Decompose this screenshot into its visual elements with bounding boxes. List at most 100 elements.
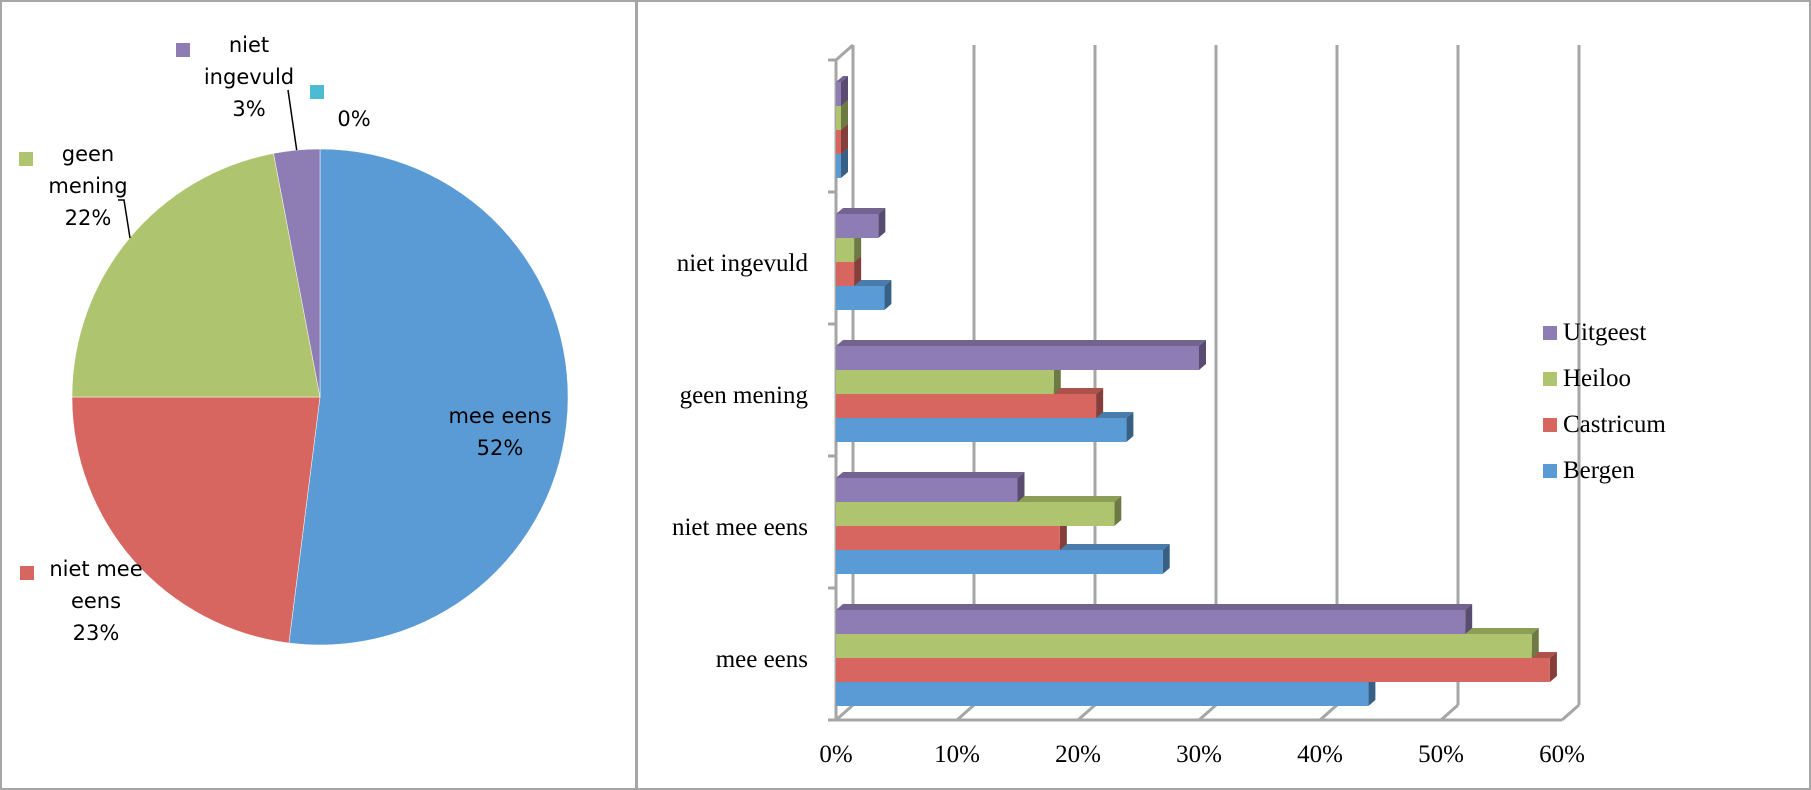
pie-label-line: mening [48, 174, 127, 198]
pie-leader-line [118, 199, 131, 239]
pie-label-line: 0% [337, 107, 370, 131]
bar-side-face [1059, 520, 1067, 550]
y-axis-top-edge [835, 43, 854, 62]
bar-side-face [1017, 472, 1025, 502]
legend-label: Heiloo [1563, 365, 1631, 392]
legend-key [1543, 326, 1557, 340]
bar-front-face [836, 658, 1550, 682]
x-tick-label: 60% [1539, 741, 1585, 768]
bar-front-face [836, 394, 1097, 418]
bar-side-face [1126, 412, 1134, 442]
bar-side-face [1368, 676, 1376, 706]
x-tick-label: 20% [1055, 741, 1101, 768]
y-category-label: geen mening [680, 382, 809, 409]
pie-label-line: geen [62, 142, 114, 166]
legend-key [1543, 464, 1557, 478]
pie-chart-panel: mee eens 52% niet mee eens 23% geen mening 22% n… [0, 0, 637, 790]
pie-leader-line [287, 89, 298, 151]
bar-front-face [836, 286, 885, 310]
bar-niet-mee-eens-bergen [836, 544, 1170, 574]
bar-side-face [841, 76, 848, 106]
bar-front-face [836, 418, 1127, 442]
bar-side-face [841, 148, 848, 178]
floor-tick [835, 703, 854, 722]
bar-side-face [841, 124, 848, 154]
legend-label: Castricum [1563, 411, 1666, 438]
bar-front-face [836, 346, 1199, 370]
bar-side-face [1531, 628, 1539, 658]
bar-top-face [836, 604, 1473, 610]
bar-side-face [1162, 544, 1170, 574]
floor-tick [956, 703, 975, 722]
bar-top-face [836, 472, 1025, 478]
legend-item-castricum: Castricum [1543, 411, 1666, 438]
pie-slice-geen-mening [71, 153, 321, 398]
bar-front-face [836, 370, 1054, 394]
bar-front-face [836, 502, 1115, 526]
pie-chart: mee eens 52% niet mee eens 23% geen mening 22% n… [19, 33, 569, 646]
pie-label-niet-ingevuld: niet ingevuld 3% [176, 33, 294, 121]
x-tick-label: 10% [934, 741, 980, 768]
y-category-label: niet ingevuld [677, 250, 809, 277]
pie-label-mee-eens: mee eens 52% [448, 404, 551, 460]
bar-side-face [854, 232, 862, 262]
legend-item-bergen: Bergen [1543, 457, 1635, 484]
bar-side-face [878, 208, 886, 238]
floor-tick [1319, 703, 1338, 722]
bar-front-face [836, 262, 855, 286]
floor-tick [1440, 703, 1459, 722]
bar-niet-mee-eens-uitgeest [836, 472, 1025, 502]
bar-side-face [854, 256, 862, 286]
pie-label-zero: 0% [310, 85, 371, 131]
floor-tick [1561, 703, 1580, 722]
pie-label-line: 22% [65, 206, 112, 230]
bar-front-face [836, 610, 1466, 634]
bar-side-face [1465, 604, 1473, 634]
pie-slice-niet-mee-eens [71, 396, 321, 644]
bar-side-face [1096, 388, 1104, 418]
pie-label-line: niet mee [49, 557, 142, 581]
bar-mee-eens-uitgeest [836, 604, 1473, 634]
bar-side-face [1053, 364, 1061, 394]
y-category-label: mee eens [716, 646, 808, 673]
bar-front-face [836, 154, 841, 178]
pie-label-line: 23% [73, 621, 120, 645]
legend-item-heiloo: Heiloo [1543, 365, 1631, 392]
pie-label-line: eens [71, 589, 121, 613]
pie-legend-key [20, 566, 34, 580]
bar-chart-panel: 0% 10% 20% 30% 40% 50% 60% mee eens niet mee een… [635, 0, 1811, 790]
bar-front-face [836, 214, 879, 238]
bar-top-face [836, 208, 886, 214]
bar-top-face [836, 76, 848, 82]
bar-side-face [1199, 340, 1206, 370]
bar-front-face [836, 634, 1532, 658]
pie-label-line: ingevuld [204, 65, 294, 89]
bar-blank-uitgeest [836, 76, 848, 106]
bar-top-face [836, 340, 1206, 346]
bar-geen-mening-uitgeest [836, 340, 1206, 370]
legend-label: Bergen [1563, 457, 1635, 484]
x-tick-label: 0% [819, 741, 852, 768]
bar-side-face [1114, 496, 1122, 526]
pie-legend-key [310, 85, 324, 99]
bar-front-face [836, 526, 1060, 550]
legend-item-uitgeest: Uitgeest [1543, 319, 1646, 346]
bar-front-face [836, 106, 841, 130]
pie-label-line: niet [229, 33, 269, 57]
pie-label-line: mee eens [448, 404, 551, 428]
legend-key [1543, 418, 1557, 432]
bar-side-face [1549, 652, 1557, 682]
pie-legend-key [19, 152, 33, 166]
y-category-label: niet mee eens [672, 514, 808, 541]
pie-label-line: 52% [477, 436, 524, 460]
x-tick-label: 50% [1418, 741, 1464, 768]
pie-slice-mee-eens [288, 148, 569, 646]
bar-front-face [836, 130, 841, 154]
bar-front-face [836, 82, 841, 106]
bar-side-face [841, 100, 848, 130]
pie-label-geen-mening: geen mening 22% [19, 142, 128, 230]
bar-niet-ingevuld-uitgeest [836, 208, 886, 238]
floor-tick [1077, 703, 1096, 722]
bar-front-face [836, 238, 855, 262]
bar-side-face [884, 280, 892, 310]
